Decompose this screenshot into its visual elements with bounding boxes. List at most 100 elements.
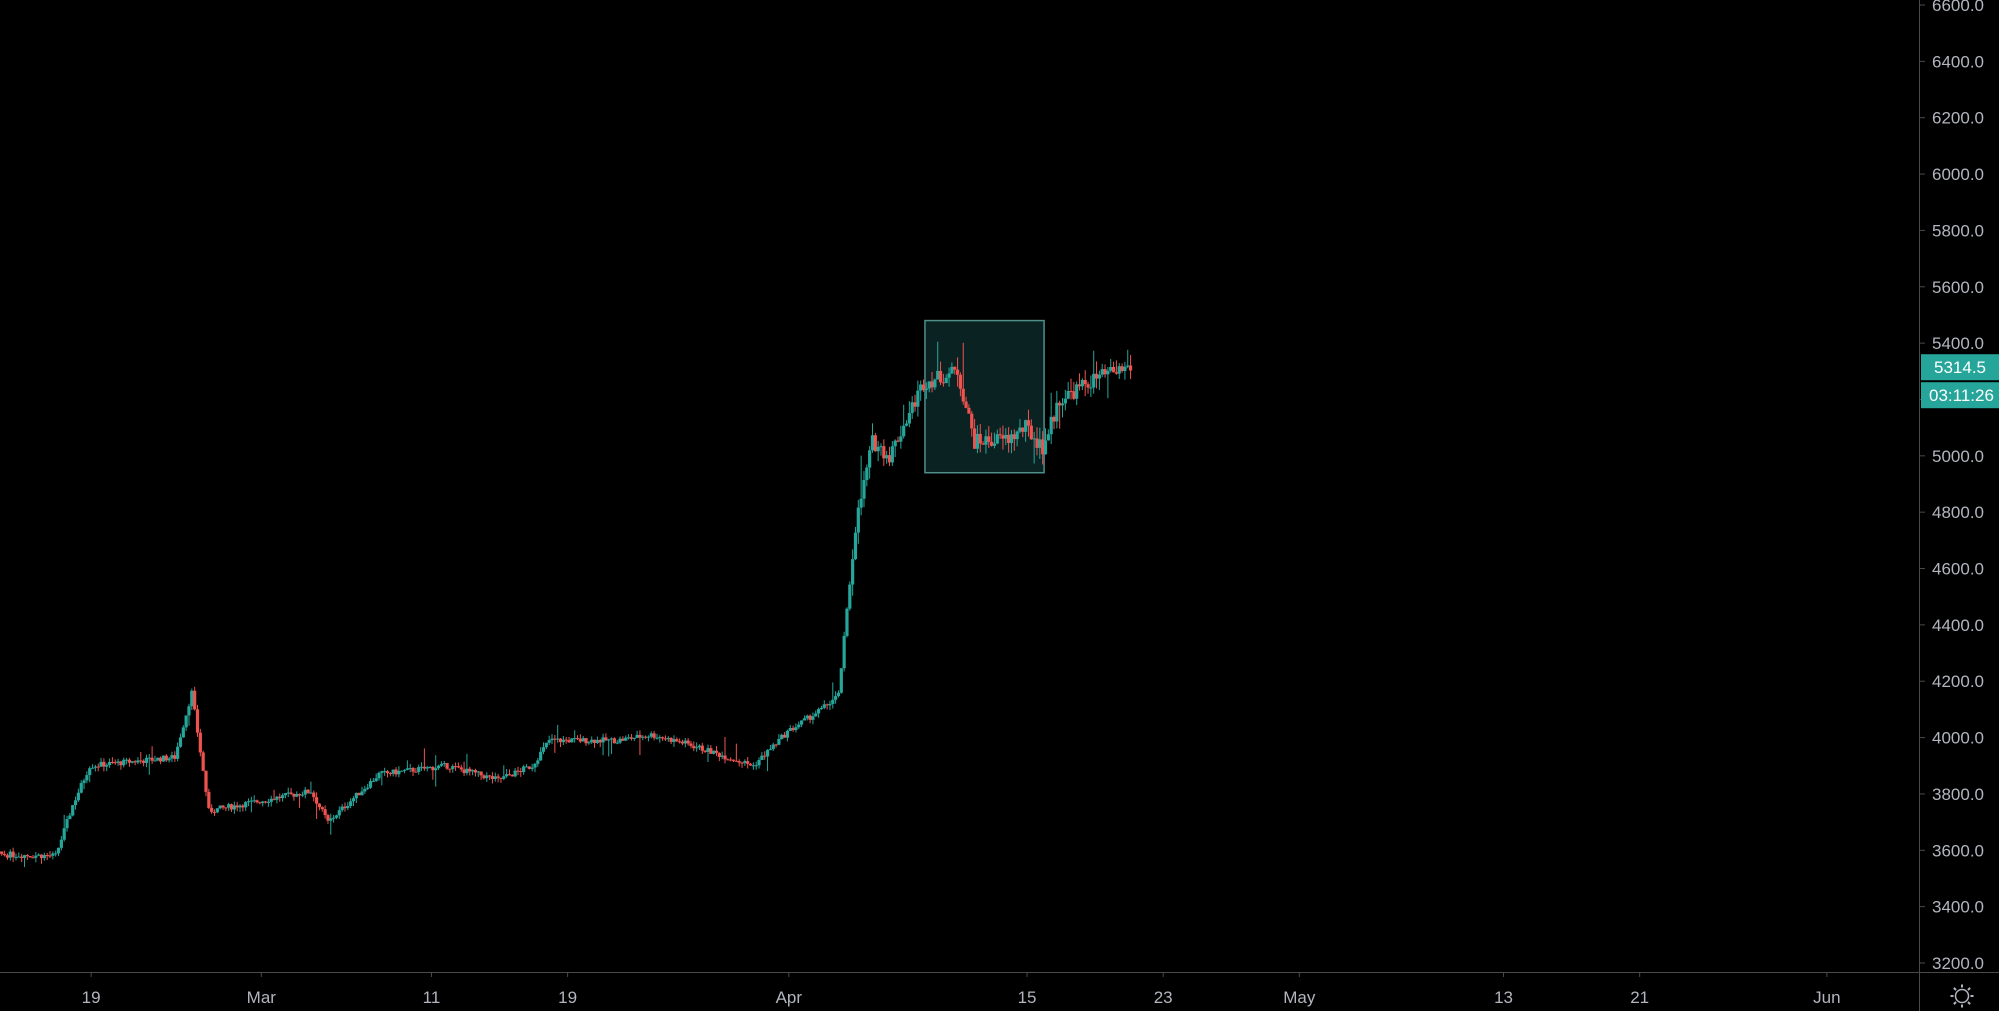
candle xyxy=(754,761,758,770)
candle-body xyxy=(516,770,520,772)
candle-body xyxy=(859,498,863,508)
candle-body xyxy=(902,425,906,437)
candle-body xyxy=(851,559,855,585)
candle-body xyxy=(439,763,443,766)
candle xyxy=(561,735,565,745)
candle xyxy=(1128,354,1133,380)
candle-body xyxy=(150,757,154,761)
candle-body xyxy=(700,745,704,751)
candle-body xyxy=(1077,384,1082,387)
candle-body xyxy=(0,851,4,855)
candle xyxy=(482,774,486,780)
candle-body xyxy=(703,750,707,752)
candle-body xyxy=(388,773,392,775)
candle xyxy=(221,804,225,810)
candle-body xyxy=(280,795,285,799)
candle xyxy=(760,752,764,761)
candle-body xyxy=(300,794,305,796)
candle xyxy=(178,733,183,748)
candle-body xyxy=(1021,427,1025,432)
candle-body xyxy=(879,446,883,448)
price-tick-label: 4400.0 xyxy=(1932,616,1984,635)
candle-body xyxy=(255,800,259,803)
candle xyxy=(916,380,920,417)
candle-body xyxy=(658,737,662,739)
candle xyxy=(255,799,259,804)
candle xyxy=(799,720,804,728)
candle xyxy=(436,764,441,770)
candle xyxy=(544,742,548,750)
candle xyxy=(244,801,248,811)
highlight-rectangle[interactable] xyxy=(924,319,1045,474)
candle-body xyxy=(278,796,282,799)
candle xyxy=(170,751,174,763)
candle xyxy=(581,735,585,742)
candle xyxy=(167,756,171,763)
candle xyxy=(902,404,906,439)
candle-body xyxy=(1058,402,1062,406)
candle xyxy=(737,759,741,767)
candle-body xyxy=(1063,398,1067,404)
candle xyxy=(697,744,702,750)
candle xyxy=(289,787,293,795)
candle-body xyxy=(485,775,489,779)
price-tick-label: 5800.0 xyxy=(1932,221,1984,240)
candle xyxy=(346,802,350,811)
candle-body xyxy=(652,733,656,738)
candle xyxy=(734,743,738,762)
candle xyxy=(595,736,599,744)
candle xyxy=(692,741,696,752)
candle xyxy=(584,737,588,746)
candle xyxy=(85,771,89,784)
candle xyxy=(1100,363,1104,378)
candle xyxy=(1072,381,1076,401)
candle-body xyxy=(561,739,565,743)
candle-body xyxy=(76,792,80,801)
candle xyxy=(1097,370,1101,390)
candle xyxy=(516,766,520,776)
candle-body xyxy=(913,402,917,407)
candle-body xyxy=(967,407,971,414)
candle-body xyxy=(374,778,378,782)
candle xyxy=(780,733,784,740)
candle-body xyxy=(320,807,324,810)
candle-body xyxy=(436,765,441,769)
candle xyxy=(136,757,140,765)
candle-body xyxy=(882,446,886,459)
candle xyxy=(496,773,500,783)
price-tick-label: 4800.0 xyxy=(1932,503,1984,522)
candle xyxy=(666,736,670,742)
candle xyxy=(102,758,106,772)
candle-body xyxy=(502,776,506,779)
candle xyxy=(210,804,214,814)
candle xyxy=(817,707,821,718)
candle xyxy=(107,758,112,768)
candle xyxy=(1066,382,1070,400)
candle-body xyxy=(96,766,100,768)
candle-body xyxy=(164,755,168,761)
candle-body xyxy=(275,796,279,800)
chart-settings-icon[interactable] xyxy=(1950,984,1974,1008)
candle-body xyxy=(317,803,322,808)
candle xyxy=(1004,428,1008,446)
candle-body xyxy=(1072,391,1076,399)
candle xyxy=(689,740,693,749)
candle-body xyxy=(536,760,540,764)
candle xyxy=(212,809,217,816)
candle-body xyxy=(1009,434,1014,443)
candle xyxy=(1055,390,1059,429)
candle-body xyxy=(116,761,120,763)
candle xyxy=(1111,361,1116,373)
candle xyxy=(130,761,134,764)
candle-body xyxy=(899,436,903,442)
price-axis[interactable]: 3200.0 3400.0 3600.0 3800.0 4000.0 4200.0 4400… xyxy=(1919,0,1984,973)
time-axis[interactable]: 19 Mar 11 19 Apr 15 23 May 13 21 Jun xyxy=(82,972,1841,1007)
candle-body xyxy=(927,381,931,389)
candle xyxy=(385,770,390,778)
candle xyxy=(164,754,168,762)
candle xyxy=(936,341,940,380)
candle-body xyxy=(329,818,333,821)
candle xyxy=(825,703,829,710)
candle xyxy=(499,777,503,783)
